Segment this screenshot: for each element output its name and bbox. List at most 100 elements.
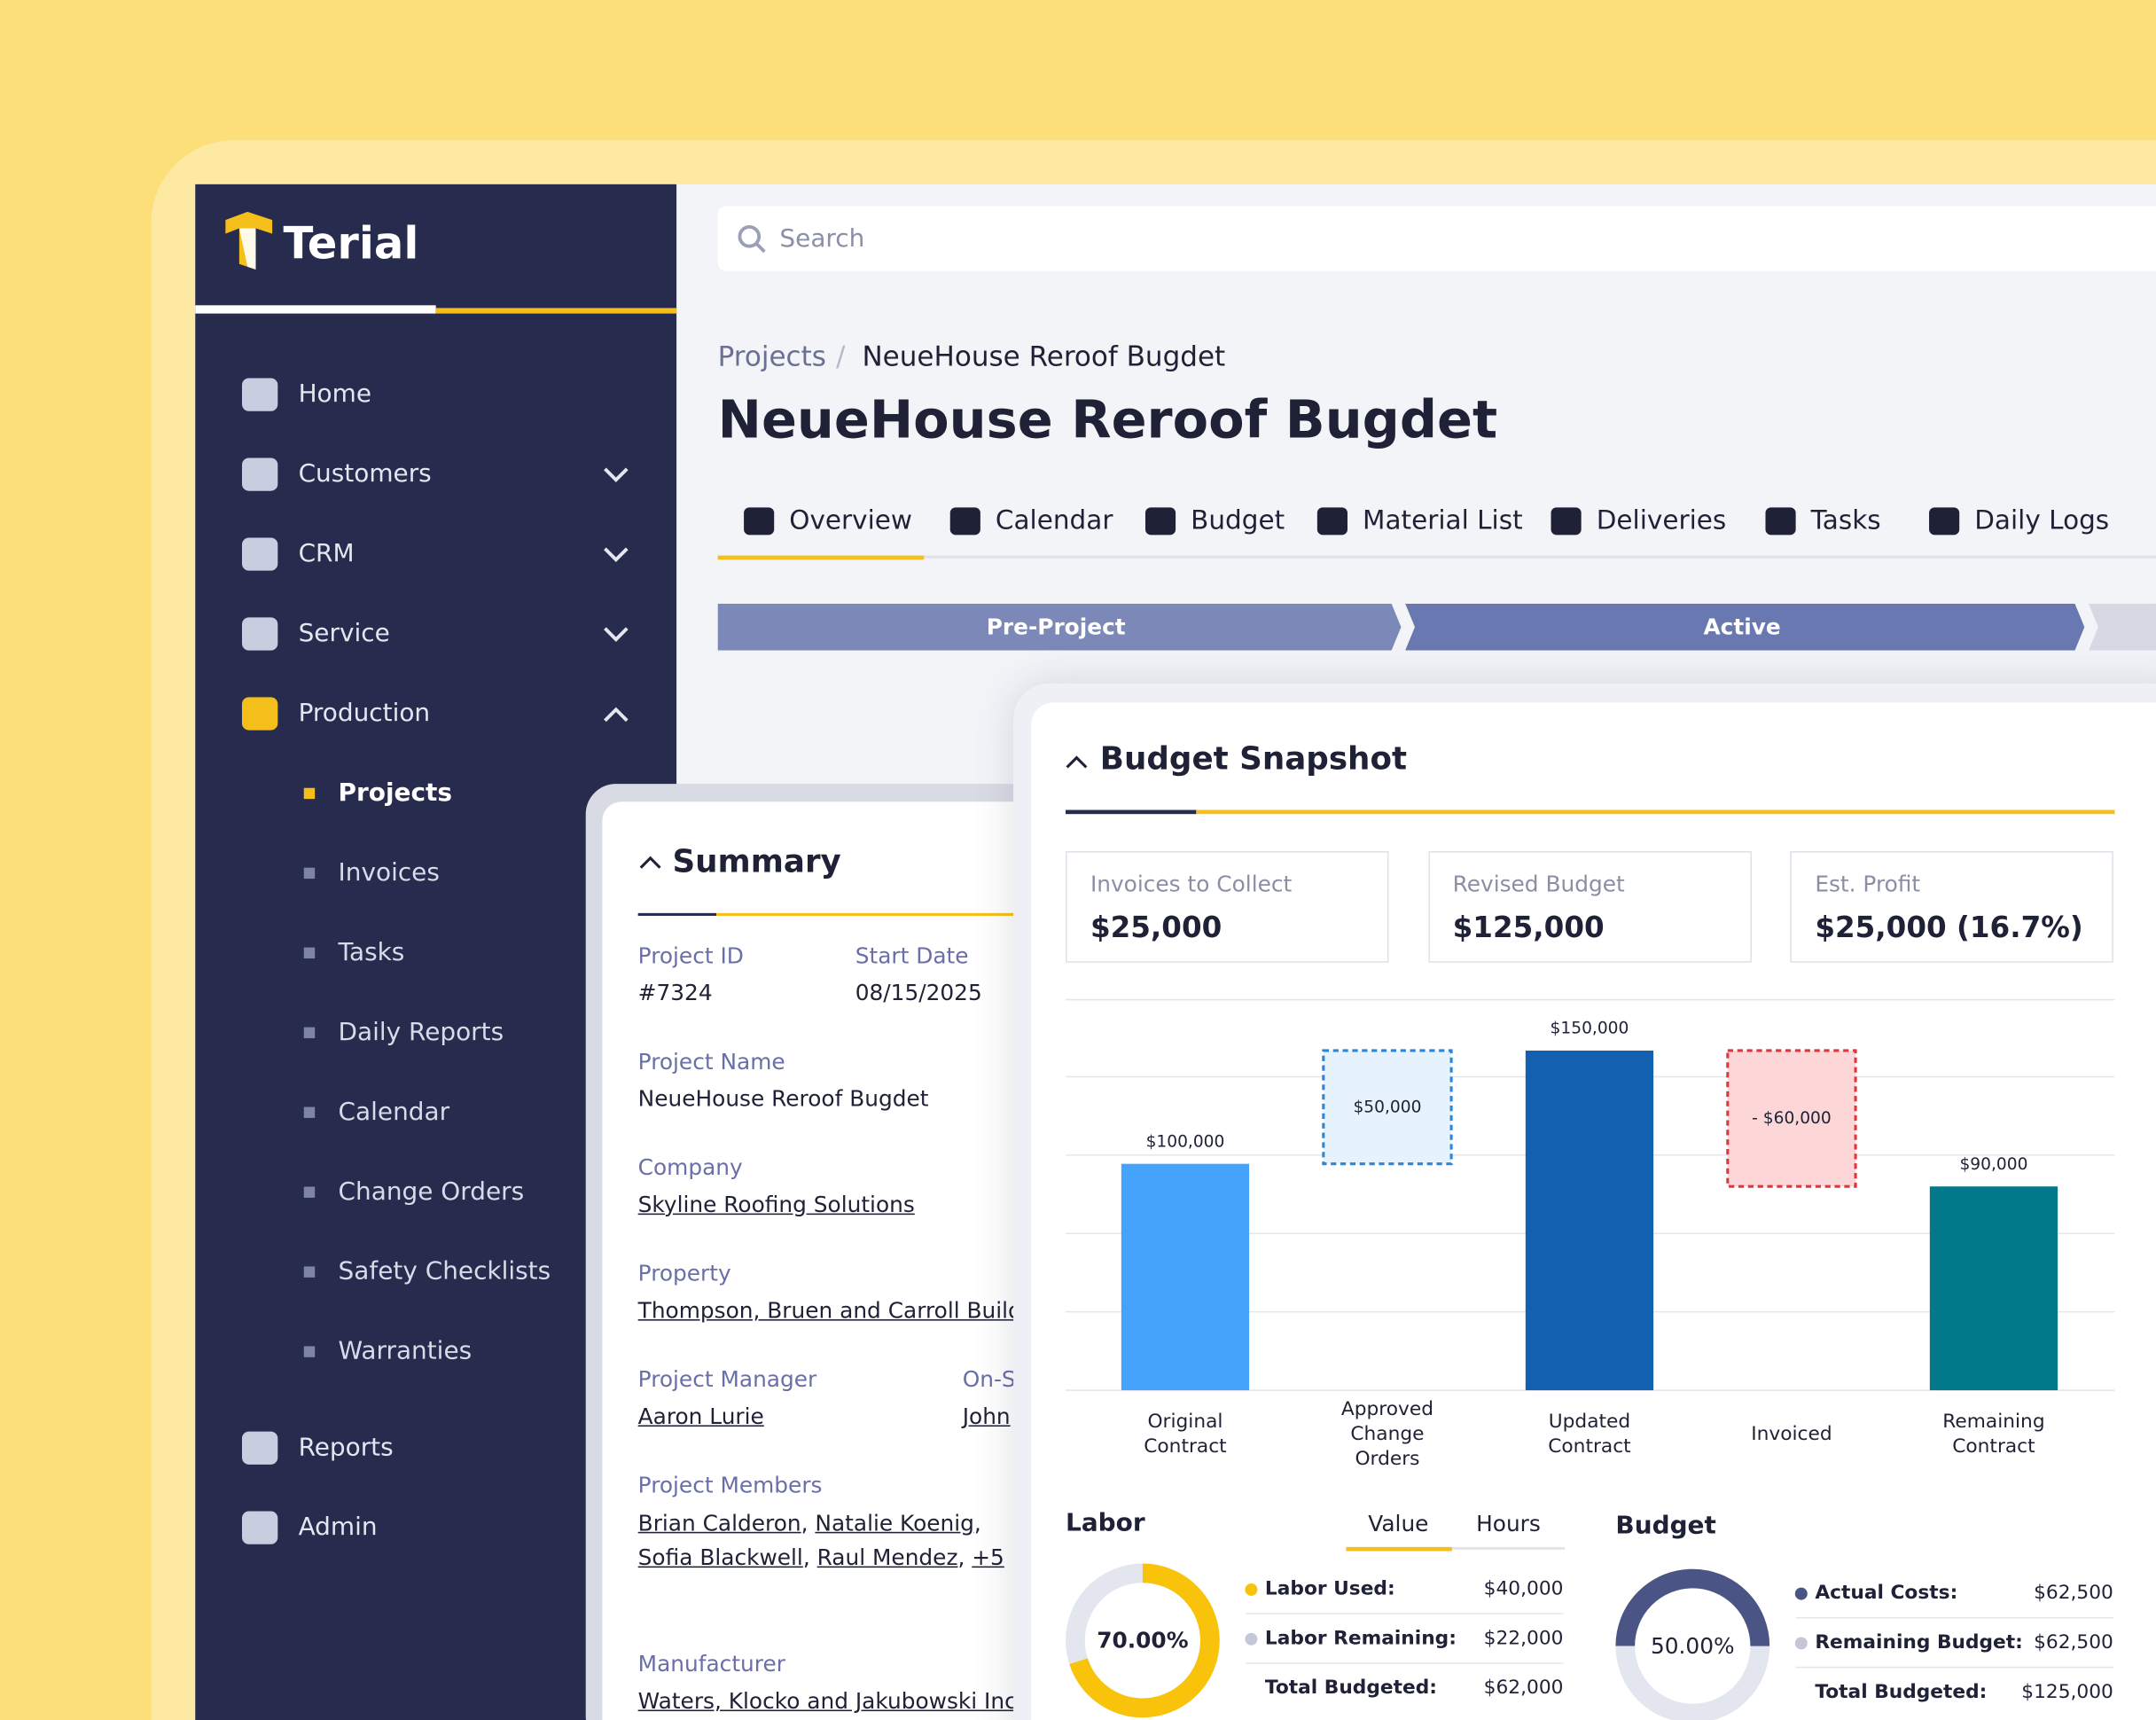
legend-dot bbox=[1245, 1583, 1258, 1596]
field-link[interactable]: Aaron Lurie bbox=[637, 1403, 764, 1430]
summary-underline bbox=[716, 912, 1019, 916]
section-title: Budget bbox=[1615, 1511, 1716, 1541]
bar bbox=[1322, 1049, 1453, 1166]
toggle-underline bbox=[1346, 1546, 1566, 1550]
kpi-value: $25,000 (16.7%) bbox=[1815, 911, 2083, 944]
subnav-item[interactable]: Projects bbox=[338, 778, 452, 808]
nav-item[interactable]: CRM bbox=[298, 539, 355, 568]
tab[interactable]: Calendar bbox=[995, 505, 1113, 536]
brand-name: Terial bbox=[283, 216, 419, 270]
chevron[interactable] bbox=[602, 464, 629, 486]
bar bbox=[1525, 1050, 1654, 1391]
x-tick-label: Invoiced bbox=[1751, 1423, 1832, 1446]
nav-icon bbox=[241, 1511, 278, 1544]
subnav-item[interactable]: Invoices bbox=[338, 858, 440, 887]
breadcrumb-separator: / bbox=[836, 340, 846, 373]
field-link[interactable]: John bbox=[962, 1403, 1011, 1430]
subnav-item[interactable]: Safety Checklists bbox=[338, 1256, 551, 1286]
budget-underline bbox=[1066, 809, 1197, 815]
value-label: $90,000 bbox=[1959, 1155, 2027, 1174]
member-link[interactable]: Brian Calderon bbox=[637, 1509, 801, 1536]
field-label: Company bbox=[637, 1153, 743, 1181]
bullet bbox=[303, 1186, 316, 1198]
legend-label: Labor Remaining: bbox=[1264, 1627, 1457, 1650]
stage-label: Active bbox=[1703, 614, 1781, 640]
value-label: $150,000 bbox=[1551, 1020, 1629, 1038]
bullet bbox=[303, 1266, 316, 1278]
chevron-path bbox=[604, 547, 629, 562]
search-bar[interactable] bbox=[717, 206, 2156, 271]
nav-item[interactable]: Production bbox=[298, 699, 431, 728]
legend-label: Remaining Budget: bbox=[1815, 1631, 2023, 1654]
kpi-box bbox=[1066, 851, 1389, 963]
subnav-item[interactable]: Calendar bbox=[338, 1098, 450, 1127]
chevron[interactable] bbox=[602, 703, 629, 725]
tab[interactable]: Tasks bbox=[1810, 505, 1881, 536]
nav-icon bbox=[241, 378, 278, 411]
chevron-path bbox=[604, 467, 629, 483]
field-link[interactable]: Waters, Klocko and Jakubowski Inc. bbox=[637, 1687, 1024, 1715]
card-title: Budget Snapshot bbox=[1099, 741, 1408, 778]
legend-label: Labor Used: bbox=[1264, 1577, 1395, 1600]
donut-label: 70.00% bbox=[1097, 1627, 1189, 1654]
bullet bbox=[303, 1346, 316, 1357]
toggle-option[interactable]: Value bbox=[1368, 1510, 1429, 1537]
toggle-underline-active bbox=[1346, 1546, 1452, 1552]
logo-icon bbox=[225, 211, 273, 270]
card-title: Summary bbox=[672, 844, 841, 880]
member-link[interactable]: +5 bbox=[972, 1544, 1004, 1571]
tab-icon bbox=[1316, 507, 1348, 536]
tab[interactable]: Overview bbox=[789, 505, 913, 536]
field-label: Start Date bbox=[855, 942, 969, 969]
logo-underline bbox=[195, 305, 436, 314]
legend-label: Total Budgeted: bbox=[1815, 1681, 1988, 1704]
nav-item[interactable]: Reports bbox=[298, 1433, 394, 1463]
member-list: Brian Calderon, Natalie Koenig, Sofia Bl… bbox=[637, 1509, 1004, 1571]
bullet bbox=[303, 787, 316, 800]
member-link[interactable]: Natalie Koenig bbox=[815, 1509, 974, 1536]
subnav-item[interactable]: Tasks bbox=[338, 938, 405, 967]
toggle-option[interactable]: Hours bbox=[1476, 1510, 1541, 1537]
breadcrumb-link[interactable]: Projects bbox=[717, 340, 826, 373]
chevron[interactable] bbox=[602, 623, 629, 645]
logo-underline bbox=[435, 308, 677, 314]
nav-item[interactable]: Service bbox=[298, 619, 390, 648]
legend-value: $125,000 bbox=[2021, 1681, 2113, 1704]
nav-icon bbox=[241, 537, 278, 571]
x-tick-label: Updated Contract bbox=[1548, 1411, 1631, 1458]
legend-divider bbox=[1246, 1613, 1564, 1614]
subnav-item[interactable]: Daily Reports bbox=[338, 1018, 504, 1047]
kpi-value: $125,000 bbox=[1452, 911, 1605, 944]
tab-icon bbox=[744, 507, 775, 536]
tab[interactable]: Daily Logs bbox=[1974, 505, 2110, 536]
field-label: Manufacturer bbox=[637, 1650, 785, 1677]
legend-divider bbox=[1795, 1616, 2113, 1619]
collapse-icon[interactable] bbox=[638, 853, 663, 872]
nav-item[interactable]: Home bbox=[298, 379, 372, 409]
field-link[interactable]: Skyline Roofing Solutions bbox=[637, 1191, 915, 1218]
nav-icon bbox=[241, 617, 278, 651]
field-value: 08/15/2025 bbox=[855, 979, 982, 1006]
bullet bbox=[303, 947, 316, 959]
field-link[interactable]: Thompson, Bruen and Carroll Building bbox=[637, 1297, 1057, 1324]
chevron[interactable] bbox=[602, 543, 629, 566]
tab[interactable]: Budget bbox=[1191, 505, 1285, 536]
subnav-item[interactable]: Warranties bbox=[338, 1336, 473, 1366]
subnav-item[interactable]: Change Orders bbox=[338, 1177, 525, 1207]
section-title: Labor bbox=[1066, 1508, 1145, 1538]
chevron-path bbox=[639, 856, 661, 869]
tab[interactable]: Deliveries bbox=[1596, 505, 1727, 536]
legend-dot bbox=[1245, 1632, 1258, 1646]
nav-item[interactable]: Customers bbox=[298, 459, 432, 489]
page-title: NeueHouse Reroof Bugdet bbox=[717, 389, 1498, 450]
member-link[interactable]: Sofia Blackwell bbox=[637, 1544, 803, 1571]
value-label: $50,000 bbox=[1353, 1098, 1421, 1116]
legend-value: $40,000 bbox=[1483, 1577, 1564, 1600]
nav-item[interactable]: Admin bbox=[298, 1513, 378, 1542]
legend-value: $62,500 bbox=[2034, 1631, 2113, 1654]
legend-divider bbox=[1795, 1666, 2113, 1669]
tab[interactable]: Material List bbox=[1363, 505, 1523, 536]
member-link[interactable]: Raul Mendez bbox=[816, 1544, 958, 1571]
